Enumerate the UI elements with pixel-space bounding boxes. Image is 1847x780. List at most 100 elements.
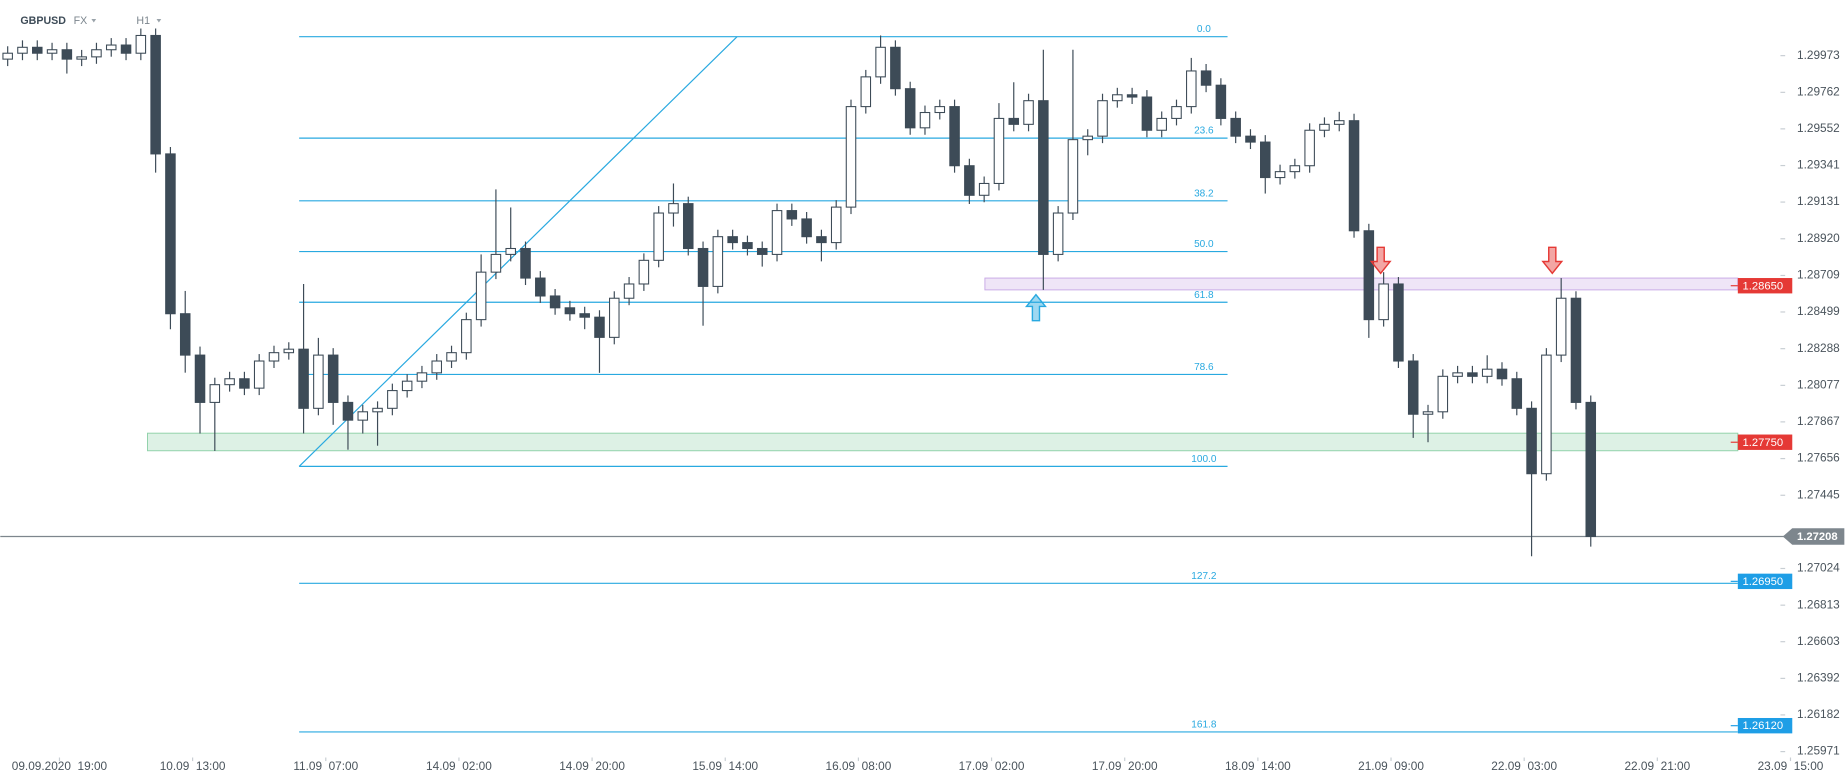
x-tick-label: 09.09.2020 19:00	[12, 759, 108, 773]
timeframe[interactable]: H1	[136, 15, 150, 27]
candle-body	[786, 210, 798, 220]
candle-body	[1304, 129, 1315, 167]
candle-body	[1289, 165, 1301, 173]
candle-body	[1038, 100, 1049, 255]
y-tick-label: 1.26182	[1797, 707, 1840, 721]
candle-body	[416, 372, 428, 382]
y-tick-label: 1.28077	[1797, 377, 1840, 391]
candle-body	[1541, 354, 1552, 475]
candle-body	[194, 354, 206, 403]
price-tag-label: 1.26120	[1743, 720, 1784, 732]
candle-body	[1333, 120, 1345, 125]
candle-body	[638, 259, 650, 285]
y-tick-label: 1.29131	[1797, 194, 1840, 208]
zone	[147, 432, 1739, 452]
y-tick-label: 1.29552	[1797, 121, 1840, 135]
current-price-label: 1.27208	[1797, 531, 1838, 543]
candle-body	[816, 236, 827, 244]
candle-body	[1245, 135, 1256, 143]
candle-body	[1112, 94, 1123, 102]
candle-body	[387, 390, 398, 409]
fib-label: 38.2	[1194, 188, 1214, 199]
candle-body	[1422, 411, 1434, 415]
candle-body	[1200, 70, 1212, 86]
candle-body	[1481, 368, 1493, 377]
candle-body	[1378, 283, 1389, 321]
candle-body	[2, 52, 13, 60]
candle-body	[1393, 283, 1404, 362]
candle-body	[1467, 372, 1478, 377]
candle-body	[682, 203, 694, 250]
fib-label: 61.8	[1194, 290, 1214, 301]
candle-body	[653, 212, 664, 261]
market[interactable]: FX	[74, 15, 88, 27]
candle-body	[401, 380, 413, 392]
candle-body	[623, 283, 635, 299]
candle-body	[964, 165, 975, 196]
candle-body	[1126, 94, 1138, 98]
x-tick-label: 18.09 14:00	[1225, 759, 1291, 773]
candle-body	[564, 307, 576, 315]
candle-body	[1141, 96, 1153, 131]
y-tick-label: 1.26392	[1797, 671, 1840, 685]
candle-body	[1171, 106, 1182, 119]
candle-body	[727, 236, 738, 244]
candle-body	[1215, 84, 1227, 119]
x-tick-label: 23.09 15:00	[1758, 759, 1824, 773]
fib-label: 127.2	[1191, 571, 1217, 582]
candle-body	[120, 44, 132, 54]
candle-body	[756, 247, 768, 255]
fib-label: 0.0	[1197, 24, 1211, 35]
candle-body	[61, 49, 73, 60]
candle-body	[934, 106, 946, 114]
candle-body	[1097, 100, 1108, 137]
x-tick-label: 17.09 20:00	[1092, 759, 1158, 773]
x-tick-label: 14.09 20:00	[559, 759, 625, 773]
candle-body	[1052, 212, 1064, 255]
arrow-marker	[1541, 246, 1564, 275]
candle-body	[1452, 372, 1463, 377]
x-tick-label: 16.09 08:00	[826, 759, 892, 773]
candle-body	[549, 295, 561, 309]
y-tick-label: 1.26603	[1797, 634, 1840, 648]
x-tick-label: 22.09 03:00	[1491, 759, 1557, 773]
candle-body	[431, 360, 443, 374]
symbol: GBPUSD	[20, 15, 66, 27]
x-tick-label: 10.09 13:00	[160, 759, 226, 773]
candle-body	[993, 117, 1005, 184]
candle-body	[268, 352, 280, 362]
candle-body	[209, 384, 221, 403]
arrow-marker	[1024, 293, 1047, 322]
fib-label: 100.0	[1191, 454, 1217, 465]
candle-body	[1274, 171, 1286, 179]
candle-body	[1407, 360, 1419, 415]
x-tick-label: 17.09 02:00	[959, 759, 1025, 773]
candle-body	[461, 319, 472, 354]
candle-body	[1260, 141, 1271, 179]
price-tag	[1737, 573, 1793, 590]
candle-body	[845, 106, 857, 208]
dropdown-icon	[156, 18, 162, 23]
candle-body	[327, 354, 339, 403]
x-tick-label: 11.09 07:00	[293, 759, 358, 773]
candle-body	[520, 247, 531, 279]
candle-body	[904, 88, 916, 129]
candle-body	[76, 56, 87, 60]
y-tick-label: 1.27024	[1797, 561, 1840, 575]
candle-body	[475, 271, 487, 321]
candle-body	[1319, 123, 1330, 131]
price-tag-label: 1.27750	[1743, 437, 1784, 449]
y-tick-label: 1.27867	[1797, 414, 1840, 428]
candle-body	[949, 106, 960, 167]
candle-body	[32, 46, 43, 54]
y-tick-label: 1.27445	[1797, 487, 1840, 501]
y-tick-label: 1.29973	[1797, 48, 1840, 62]
x-tick-label: 21.09 09:00	[1358, 759, 1424, 773]
candle-body	[283, 348, 295, 354]
candle-body	[1156, 117, 1167, 131]
candle-body	[1555, 297, 1567, 356]
candle-body	[372, 407, 383, 413]
x-tick-label: 15.09 14:00	[692, 759, 758, 773]
candle-body	[1023, 100, 1034, 125]
candle-body	[801, 218, 812, 238]
